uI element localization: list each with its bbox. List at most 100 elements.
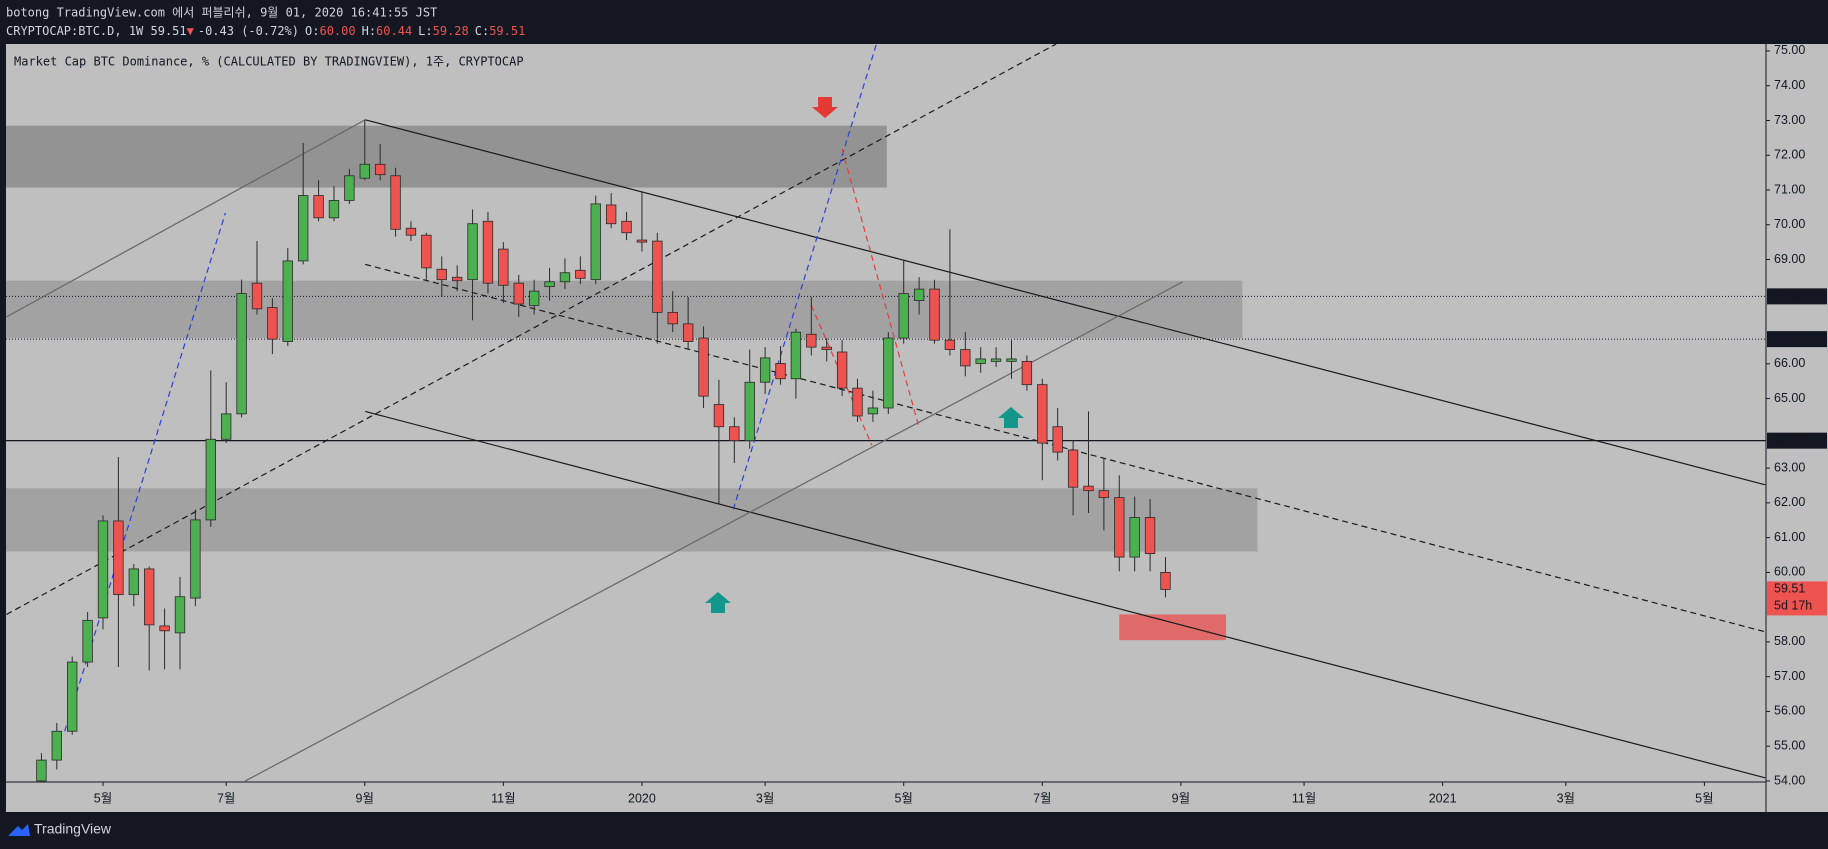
footer-brand[interactable]: TradingView — [34, 821, 112, 837]
ohlc-value: 59.51 — [489, 24, 525, 38]
price-line-tag — [1767, 432, 1827, 449]
zone — [1119, 614, 1226, 641]
candle-body — [775, 363, 786, 380]
candle-body — [990, 358, 1002, 362]
x-tick-label: 3월 — [1557, 791, 1575, 805]
y-tick-label: 75.00 — [1774, 43, 1805, 57]
y-tick-label: 57.00 — [1774, 669, 1805, 683]
candle-body — [1067, 449, 1079, 488]
candle-body — [513, 282, 524, 305]
candle-body — [667, 311, 678, 325]
arrow-up — [998, 407, 1024, 428]
ohlc-value: 60.44 — [376, 24, 412, 38]
price-line-label: 66.71 — [1774, 331, 1805, 345]
candle-body — [359, 163, 370, 179]
candle-body — [729, 426, 740, 442]
trend-line — [732, 44, 878, 510]
candle-body — [744, 381, 755, 442]
trend-line — [841, 148, 920, 426]
candle-body — [836, 351, 848, 389]
candle-body — [313, 195, 324, 219]
candle-body — [636, 239, 648, 243]
candle-body — [1083, 485, 1094, 492]
x-tick-label: 3월 — [756, 791, 774, 805]
y-tick-label: 66.00 — [1774, 356, 1805, 370]
candle-body — [144, 568, 155, 626]
trend-line — [365, 410, 1766, 779]
candle-body — [421, 234, 432, 269]
ohlc-value: 59.28 — [433, 24, 469, 38]
candle-body — [1129, 517, 1140, 558]
ohlc-key: L: — [418, 24, 432, 38]
candle-body — [267, 307, 278, 340]
candle-body — [113, 520, 124, 596]
y-tick-label: 65.00 — [1774, 391, 1805, 405]
x-tick-label: 7월 — [1033, 791, 1051, 805]
logo[interactable] — [8, 824, 30, 836]
header-line: botong TradingView.com 에서 퍼블리쉬, 9월 01, 2… — [6, 6, 437, 20]
time-axis — [6, 782, 1766, 812]
y-tick-label: 61.00 — [1774, 530, 1805, 544]
candle-body — [975, 358, 986, 364]
candle-body — [605, 204, 617, 225]
y-tick-label: 60.00 — [1774, 565, 1805, 579]
candle-body — [1052, 426, 1063, 453]
candle-body — [67, 661, 78, 732]
y-tick-label: 62.00 — [1774, 495, 1805, 509]
x-tick-label: 7월 — [217, 791, 235, 805]
y-tick-label: 63.00 — [1774, 460, 1805, 474]
ohlc-key: C: — [475, 24, 489, 38]
candle-body — [467, 223, 478, 281]
ohlc-key: H: — [362, 24, 376, 38]
candle-body — [1098, 490, 1110, 499]
price-line-label: 67.94 — [1774, 289, 1805, 303]
price-line-tag — [1767, 331, 1827, 348]
candle-body — [867, 407, 879, 415]
candle-body — [944, 339, 956, 350]
change: -0.43 (-0.72%) — [198, 24, 299, 38]
trend-line — [365, 119, 1766, 486]
candle-body — [1006, 358, 1017, 362]
x-tick-label: 5월 — [94, 791, 112, 805]
y-tick-label: 56.00 — [1774, 704, 1805, 718]
candle-body — [36, 759, 47, 782]
zone — [6, 280, 1243, 339]
symbol-line: CRYPTOCAP:BTC.D, 1W 59.51▼ -0.43 (-0.72%)… — [6, 24, 525, 38]
x-tick-label: 2021 — [1429, 791, 1457, 805]
candle-body — [128, 568, 139, 596]
candle-body — [205, 438, 216, 521]
candle-body — [482, 220, 494, 284]
candle-body — [575, 269, 586, 279]
candle-body — [652, 240, 663, 313]
price-axis — [1766, 44, 1828, 812]
candle-body — [436, 268, 447, 281]
candle-body — [698, 337, 709, 397]
candle-body — [82, 619, 93, 663]
ohlc-value: 60.00 — [319, 24, 355, 38]
candle-body — [221, 413, 232, 440]
candle-body — [344, 175, 355, 201]
candle-body — [159, 625, 170, 632]
candle-body — [282, 260, 293, 342]
candle-body — [328, 200, 340, 219]
candle-body — [621, 220, 632, 234]
candle-body — [51, 730, 62, 761]
candle-body — [590, 203, 601, 281]
candle-body — [713, 404, 725, 428]
y-tick-label: 74.00 — [1774, 78, 1805, 92]
y-tick-label: 73.00 — [1774, 113, 1805, 127]
candle-body — [759, 357, 771, 383]
y-tick-label: 70.00 — [1774, 217, 1805, 231]
candle-body — [821, 346, 832, 350]
x-tick-label: 11월 — [1292, 791, 1316, 805]
candle-body — [405, 227, 417, 236]
countdown-label: 5d 17h — [1774, 599, 1812, 613]
candle-body — [883, 337, 894, 409]
candle-body — [451, 276, 463, 282]
candle-body — [682, 323, 694, 342]
candle-body — [390, 175, 401, 230]
last-price-label: 59.51 — [1774, 582, 1805, 596]
price-line-label: 63.79 — [1774, 433, 1805, 447]
arrow-up — [705, 592, 731, 613]
candle-body — [97, 520, 109, 619]
